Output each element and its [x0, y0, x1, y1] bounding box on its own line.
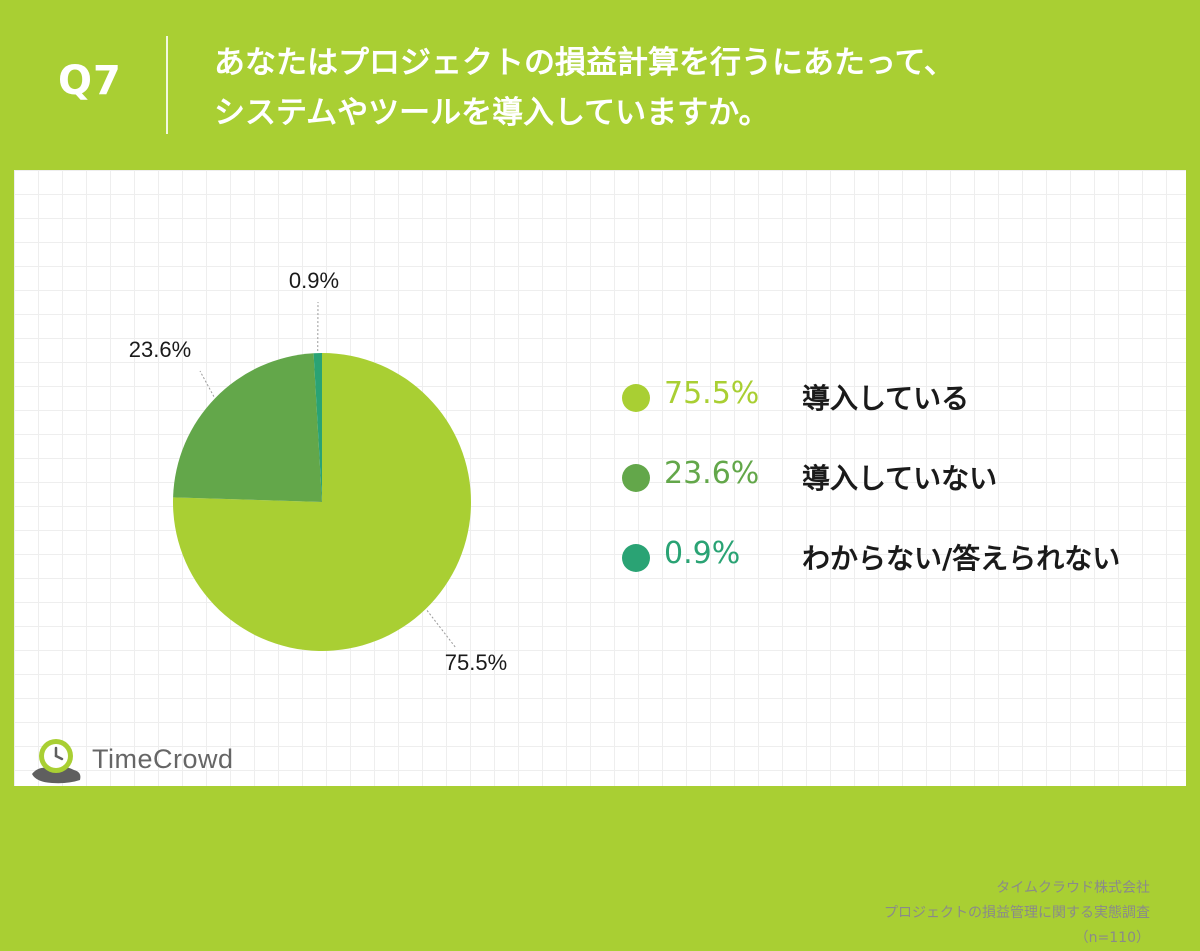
legend-item-adopted: 75.5% 導入している: [622, 368, 1182, 448]
question-number: Q7: [58, 58, 122, 104]
question-line-2: システムやツールを導入していますか。: [214, 88, 1174, 138]
data-label-adopted: 75.5%: [445, 650, 507, 675]
legend-dot-not-adopted: [622, 464, 650, 492]
question-text: あなたはプロジェクトの損益計算を行うにあたって、 システムやツールを導入していま…: [214, 38, 1174, 138]
source-survey: プロジェクトの損益管理に関する実態調査: [884, 901, 1150, 926]
question-header: Q7 あなたはプロジェクトの損益計算を行うにあたって、 システムやツールを導入し…: [0, 0, 1200, 170]
pie-chart: 75.5% 23.6% 0.9%: [14, 170, 614, 786]
legend-percent-not-adopted: 23.6%: [664, 456, 759, 491]
source-note: タイムクラウド株式会社 プロジェクトの損益管理に関する実態調査 （n=110）: [884, 876, 1150, 951]
legend-label-adopted: 導入している: [802, 377, 969, 417]
leader-line-adopted: [427, 610, 456, 648]
pie-slice-not-adopted: [173, 353, 322, 502]
header-divider: [166, 36, 168, 134]
legend-dot-adopted: [622, 384, 650, 412]
legend-percent-unknown: 0.9%: [664, 536, 740, 571]
legend-dot-unknown: [622, 544, 650, 572]
legend-label-unknown: わからない/答えられない: [802, 537, 1120, 577]
data-label-unknown: 0.9%: [289, 268, 339, 293]
source-sample-size: （n=110）: [884, 926, 1150, 951]
chart-panel: 75.5% 23.6% 0.9% 75.5% 導入している 23.6% 導入していな…: [14, 170, 1186, 786]
brand-name: TimeCrowd: [92, 744, 234, 775]
source-company: タイムクラウド株式会社: [884, 876, 1150, 901]
data-label-not-adopted: 23.6%: [129, 337, 191, 362]
legend-item-unknown: 0.9% わからない/答えられない: [622, 528, 1182, 608]
legend-item-not-adopted: 23.6% 導入していない: [622, 448, 1182, 528]
legend: 75.5% 導入している 23.6% 導入していない 0.9% わからない/答え…: [622, 368, 1182, 608]
legend-label-not-adopted: 導入していない: [802, 457, 997, 497]
question-line-1: あなたはプロジェクトの損益計算を行うにあたって、: [214, 38, 1174, 88]
leader-line-not-adopted: [200, 371, 214, 397]
legend-percent-adopted: 75.5%: [664, 376, 759, 411]
